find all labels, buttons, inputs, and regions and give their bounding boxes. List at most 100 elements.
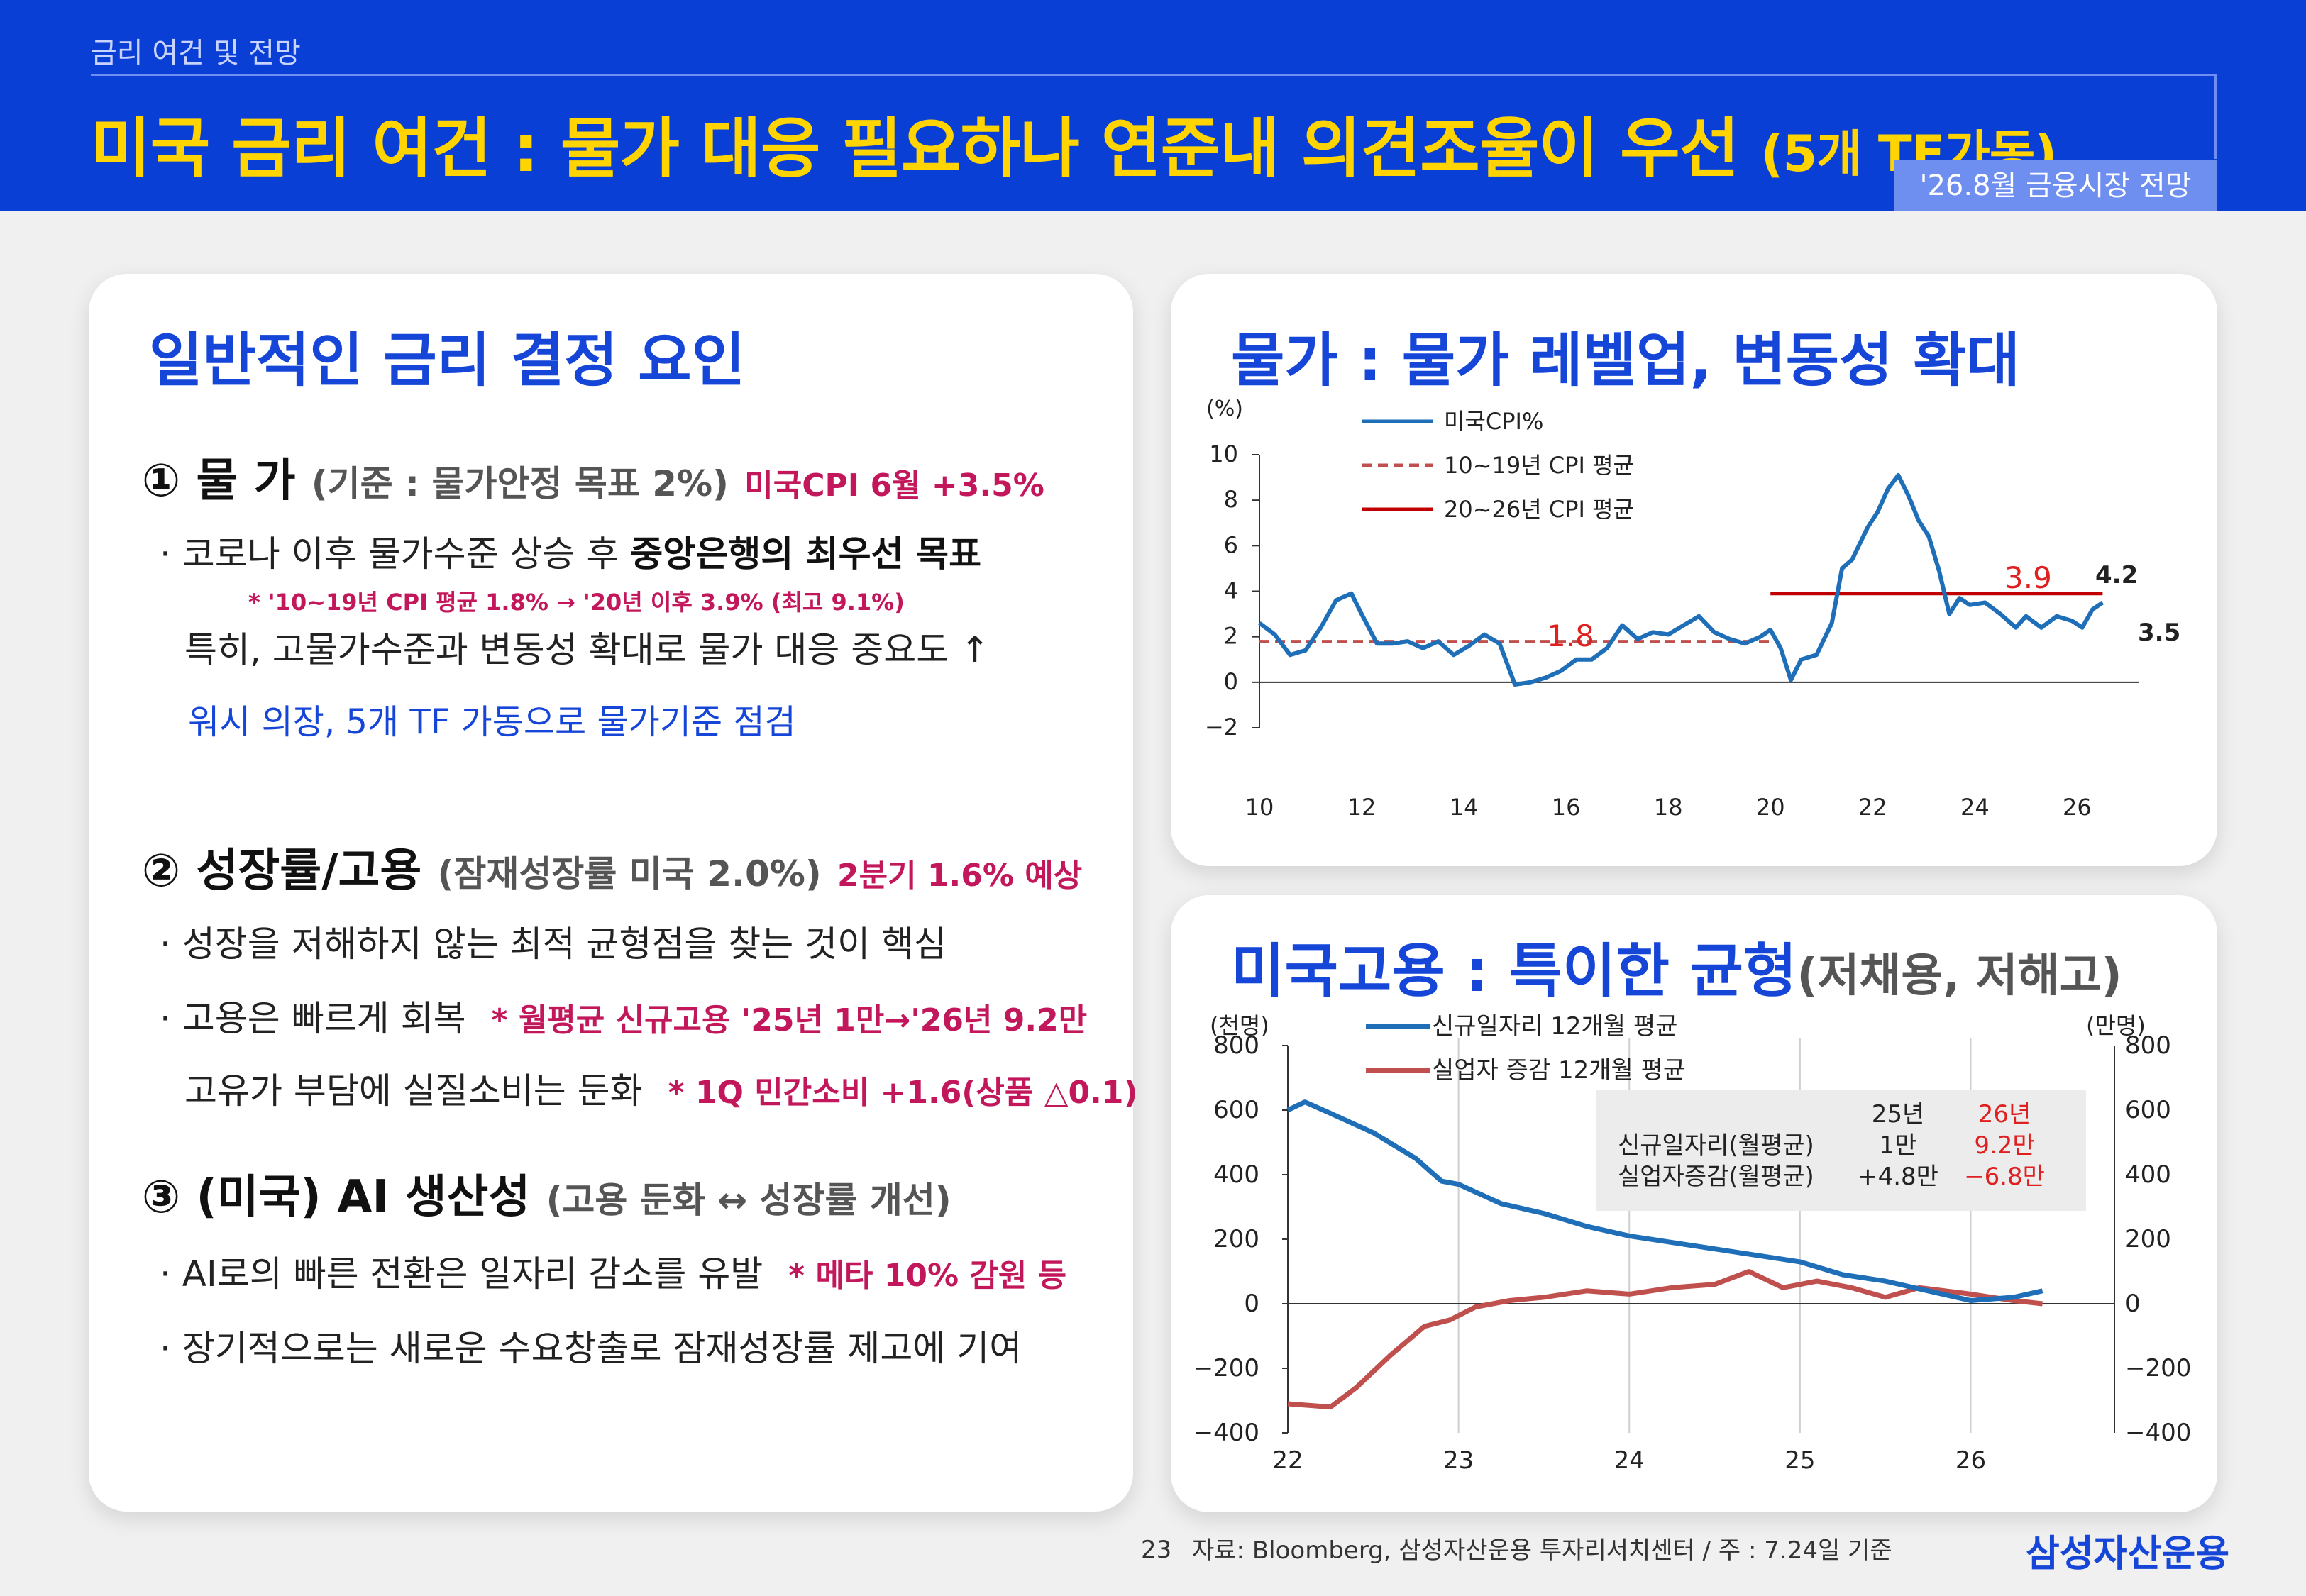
emp-x-tick-label: 22 [1272,1446,1303,1475]
emp-legend-label: 신규일자리 12개월 평균 [1432,1012,1677,1041]
cpi-y-tick-label: 6 [1224,531,1238,558]
emp-table-row-label: 실업자증감(월평균) [1618,1163,1814,1191]
emp-x-tick-label: 24 [1614,1446,1645,1475]
growth-bullet2-note: * 월평균 신규고용 '25년 1만→'26년 9.2만 [491,1002,1088,1038]
rate-factors-panel: 일반적인 금리 결정 요인 ① 물 가 (기준 : 물가안정 목표 2%) 미국… [89,274,1138,1512]
growth-line3-note: * 1Q 민간소비 +1.6(상품 △0.1) [668,1075,1138,1111]
emp-table-header: 26년 [1978,1100,2031,1129]
factor-ai-label: ③ (미국) AI 생산성 [142,1171,531,1224]
ai-bullet1-note: * 메타 10% 감원 등 [788,1258,1067,1294]
cpi-x-tick-label: 20 [1756,794,1785,821]
page-title: 미국 금리 여건 : 물가 대응 필요하나 연준내 의견조율이 우선 (5개 T… [91,96,2057,190]
page-number: 23 [1141,1536,1172,1564]
factor-growth-note: 2분기 1.6% 예상 [837,858,1083,894]
header-bar: 금리 여건 및 전망 미국 금리 여건 : 물가 대응 필요하나 연준내 의견조… [0,0,2306,211]
emp-y-tick-label-right: 400 [2125,1160,2171,1189]
cpi-x-tick-label: 10 [1245,794,1274,821]
emp-table-cell: 9.2만 [1974,1131,2034,1160]
cpi-annotation-avg1: 1.8 [1547,619,1594,653]
source-note: 자료: Bloomberg, 삼성자산운용 투자리서치센터 / 주 : 7.24… [1192,1536,1892,1565]
cpi-x-tick-label: 22 [1858,794,1887,821]
header-divider-vertical [2214,74,2217,159]
cpi-x-tick-label: 18 [1654,794,1683,821]
cpi-series-line [1258,472,2104,687]
emp-y-tick-label-right: −400 [2125,1419,2191,1447]
cpi-y-tick-label: 10 [1209,440,1238,467]
growth-bullet2: · 고용은 빠르게 회복 * 월평균 신규고용 '25년 1만→'26년 9.2… [160,990,1087,1041]
growth-bullet2-text: · 고용은 빠르게 회복 [160,998,466,1039]
factor-inflation: ① 물 가 (기준 : 물가안정 목표 2%) 미국CPI 6월 +3.5% [142,444,1044,509]
employment-title: 미국고용 : 특이한 균형(저채용, 저해고) [1231,924,2122,1008]
cpi-annotation-avg2: 3.9 [2004,560,2052,595]
cpi-legend-label: 미국CPI% [1444,408,1543,435]
cpi-annotation-latest: 3.5 [2138,619,2180,647]
emp-y-unit-right: (만명) [2086,1012,2146,1039]
emp-unemployment-line [1287,1269,2043,1410]
emp-y-tick-label-left: −400 [1193,1419,1259,1447]
factor-ai: ③ (미국) AI 생산성 (고용 둔화 ↔ 성장률 개선) [142,1160,951,1226]
emp-y-tick-label-left: 800 [1213,1031,1259,1060]
factor-growth: ② 성장률/고용 (잠재성장률 미국 2.0%) 2분기 1.6% 예상 [142,834,1082,899]
emp-table-header: 25년 [1872,1100,1925,1129]
emp-x-tick-label: 25 [1784,1446,1815,1475]
growth-line3-text: 고유가 부담에 실질소비는 둔화 [184,1070,643,1112]
header-divider [91,74,2217,76]
inflation-blue-line: 워시 의장, 5개 TF 가동으로 물가기준 점검 [188,702,796,742]
cpi-y-tick-label: −2 [1205,714,1238,741]
emp-y-tick-label-left: 0 [1244,1290,1259,1318]
company-logo: 삼성자산운용 [2026,1533,2230,1575]
cpi-title: 물가 : 물가 레벨업, 변동성 확대 [1231,327,2020,394]
ai-bullet1: · AI로의 빠른 전환은 일자리 감소를 유발 * 메타 10% 감원 등 [160,1246,1066,1297]
cpi-legend-label: 10~19년 CPI 평균 [1444,452,1634,479]
emp-y-tick-label-right: 800 [2125,1031,2171,1060]
cpi-y-tick-label: 0 [1224,668,1238,695]
emp-y-tick-label-right: 0 [2125,1290,2141,1318]
cpi-panel: 물가 : 물가 레벨업, 변동성 확대 (%) 10 8 6 4 2 0 −2 10 12 14 16… [1171,274,2217,866]
emp-y-unit-left: (천명) [1210,1012,1269,1039]
factor-growth-label: ② 성장률/고용 [142,845,422,897]
inflation-bullet-text: · 코로나 이후 물가수준 상승 후 [160,533,631,575]
employment-panel: 미국고용 : 특이한 균형(저채용, 저해고) (천명) (만명) 22 23 24 25… [1171,895,2217,1512]
emp-table-cell: +4.8만 [1858,1163,1938,1191]
cpi-annotation-peak: 4.2 [2095,561,2138,589]
emp-table-cell: 1만 [1880,1131,1917,1160]
cpi-x-tick-label: 26 [2063,794,2092,821]
growth-line3: 고유가 부담에 실질소비는 둔화 * 1Q 민간소비 +1.6(상품 △0.1) [184,1063,1138,1114]
cpi-x-tick-label: 12 [1347,794,1377,821]
factor-inflation-note: 미국CPI 6월 +3.5% [744,467,1044,504]
cpi-y-tick-label: 8 [1224,486,1238,513]
inflation-bullet: · 코로나 이후 물가수준 상승 후 중앙은행의 최우선 목표 [160,526,981,577]
cpi-x-tick-label: 24 [1960,794,1990,821]
emp-y-tick-label-right: 600 [2125,1096,2171,1124]
section-label: 금리 여건 및 전망 [91,37,301,70]
cpi-x-tick-label: 14 [1450,794,1479,821]
factor-inflation-label: ① 물 가 [142,455,296,507]
emp-jobs-line [1286,1099,2043,1303]
ai-bullet2: · 장기적으로는 새로운 수요창출로 잠재성장률 제고에 기여 [160,1328,1022,1369]
inflation-line2: 특히, 고물가수준과 변동성 확대로 물가 대응 중요도 ↑ [184,629,991,670]
cpi-y-tick-label: 4 [1224,577,1238,604]
report-badge: '26.8월 금융시장 전망 [1894,160,2217,211]
emp-summary-table [1596,1090,2086,1211]
emp-y-tick-label-left: 200 [1213,1225,1259,1253]
employment-chart: (천명) (만명) 22 23 24 25 26 800 800 600 600 400 400 200 2… [1193,1012,2192,1475]
cpi-y-unit: (%) [1206,397,1243,421]
emp-x-tick-label: 26 [1955,1446,1986,1475]
cpi-legend-label: 20~26년 CPI 평균 [1444,496,1634,523]
emp-table-row-label: 신규일자리(월평균) [1618,1131,1814,1160]
growth-bullet1: · 성장을 저해하지 않는 최적 균형점을 찾는 것이 핵심 [160,924,947,965]
page-title-main: 미국 금리 여건 : 물가 대응 필요하나 연준내 의견조율이 우선 [91,111,1739,187]
employment-title-main: 미국고용 : 특이한 균형 [1231,938,1797,1005]
emp-y-tick-label-left: −200 [1193,1354,1259,1382]
emp-table-cell: −6.8만 [1964,1163,2045,1191]
emp-legend-label: 실업자 증감 12개월 평균 [1432,1056,1685,1085]
cpi-x-tick-label: 16 [1552,794,1581,821]
rate-factors-title: 일반적인 금리 결정 요인 [149,327,746,394]
emp-y-tick-label-right: 200 [2125,1225,2171,1253]
cpi-y-tick-label: 2 [1224,623,1238,650]
emp-y-tick-label-right: −200 [2125,1354,2191,1382]
ai-bullet1-text: · AI로의 빠른 전환은 일자리 감소를 유발 [160,1253,763,1295]
emp-y-tick-label-left: 600 [1213,1096,1259,1124]
inflation-bullet-bold: 중앙은행의 최우선 목표 [630,533,982,575]
